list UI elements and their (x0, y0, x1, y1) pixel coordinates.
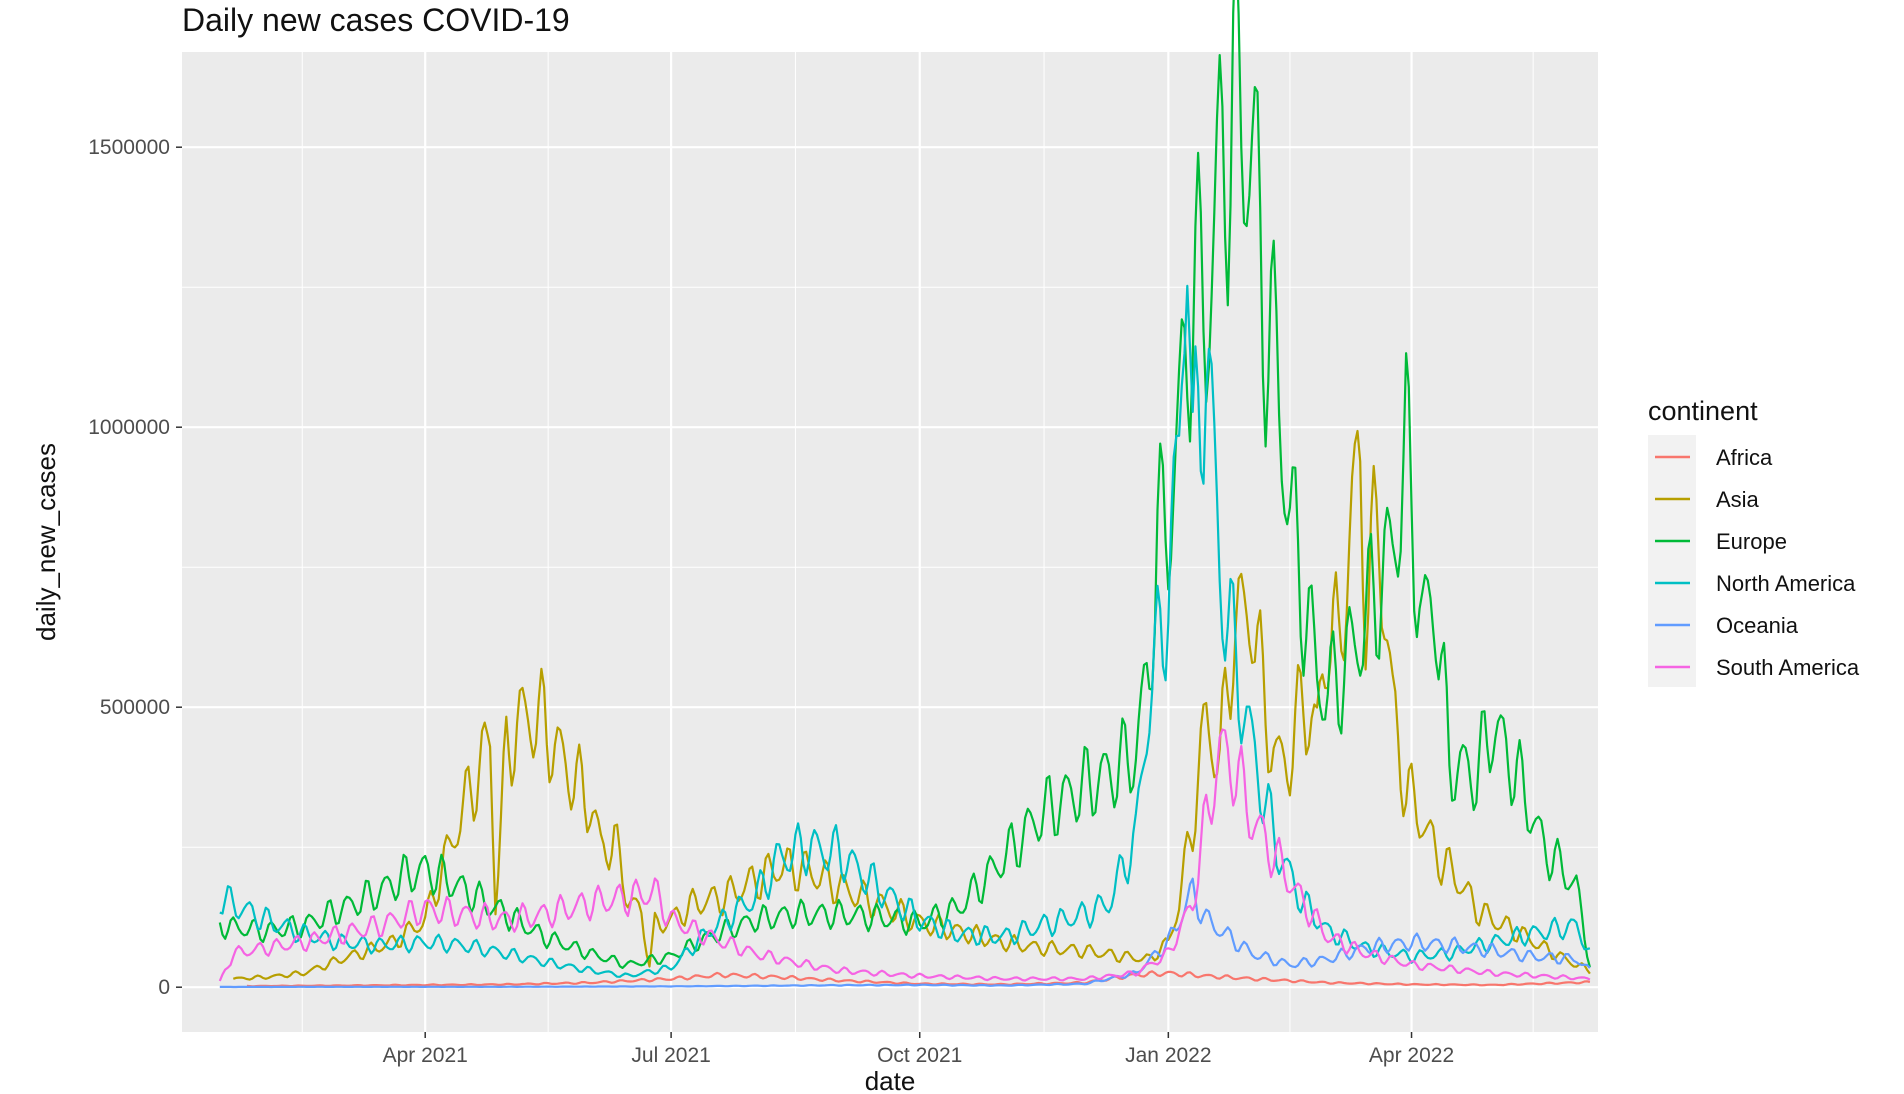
legend-key-background (1648, 435, 1696, 687)
grid-major (182, 52, 1598, 1032)
series-line-north-america (219, 284, 1591, 978)
y-tick-label: 1500000 (88, 136, 170, 159)
plot-panel (182, 52, 1598, 1032)
x-axis-title: date (865, 1066, 916, 1094)
legend-title: continent (1648, 396, 1758, 426)
y-tick-label: 0 (158, 976, 170, 999)
legend-label: Oceania (1716, 613, 1799, 638)
series-line-asia (232, 429, 1591, 981)
legend-label: Asia (1716, 487, 1760, 512)
series-line-oceania (219, 877, 1591, 989)
y-tick-label: 500000 (100, 696, 170, 719)
x-tick-label: Apr 2022 (1369, 1044, 1454, 1067)
x-tick-label: Jul 2021 (631, 1044, 710, 1067)
legend-label: South America (1716, 655, 1860, 680)
legend-label: North America (1716, 571, 1856, 596)
x-tick-label: Oct 2021 (877, 1044, 962, 1067)
legend-label: Europe (1716, 529, 1787, 554)
x-axis: Apr 2021 Jul 2021 Oct 2021 Jan 2022 Apr 2022 (383, 1032, 1454, 1067)
series-lines (218, 0, 1591, 989)
series-line-africa (246, 970, 1591, 988)
x-tick-label: Jan 2022 (1125, 1044, 1211, 1067)
grid-minor (182, 52, 1598, 1032)
y-axis: 0 500000 1000000 1500000 (88, 136, 182, 999)
x-tick-label: Apr 2021 (383, 1044, 468, 1067)
y-axis-title: daily_new_cases (31, 443, 61, 641)
series-line-south-america (218, 728, 1591, 982)
legend-label: Africa (1716, 445, 1773, 470)
y-tick-label: 1000000 (88, 416, 170, 439)
series-line-europe (218, 0, 1591, 969)
legend-items: Africa Asia Europe North America Oceania Sout… (1655, 445, 1860, 680)
chart-title: Daily new cases COVID-19 (182, 2, 570, 38)
legend: continent Africa Asia Europe North America O… (1648, 396, 1860, 687)
